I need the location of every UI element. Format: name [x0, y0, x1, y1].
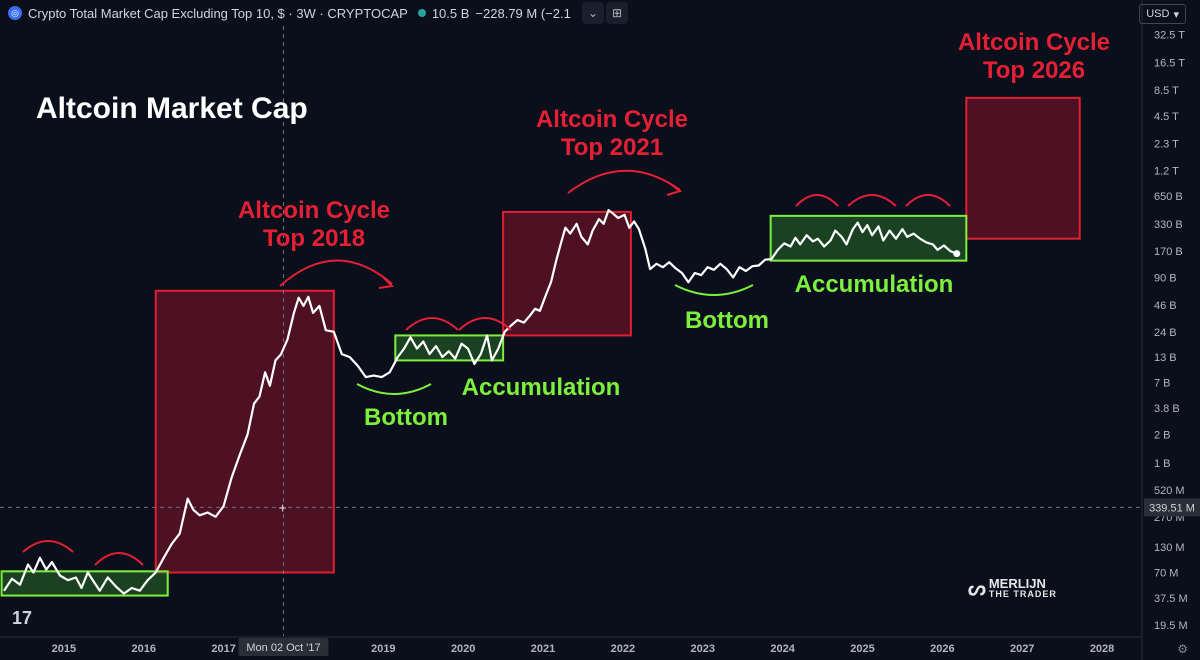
y-tick-label: 650 B: [1154, 191, 1183, 203]
x-tick-label: 2027: [1010, 643, 1034, 655]
cycle-top-zone: [154, 289, 335, 574]
y-tick-label: 70 M: [1154, 567, 1178, 579]
x-tick-label: 2015: [52, 643, 76, 655]
crosshair-date-label: Mon 02 Oct '17: [246, 642, 320, 654]
y-tick-label: 7 B: [1154, 378, 1171, 390]
bottom-arc: [356, 383, 432, 395]
accumulation-zone: [0, 570, 169, 597]
y-tick-label: 46 B: [1154, 300, 1177, 312]
y-tick-label: 32.5 T: [1154, 30, 1185, 42]
x-tick-label: 2019: [371, 643, 395, 655]
top-2026-label: Altcoin Cycle: [958, 29, 1110, 56]
chart-title: Altcoin Market Cap: [36, 92, 308, 125]
bottom-arc: [674, 284, 754, 296]
y-tick-label: 130 M: [1154, 542, 1185, 554]
symbol-title[interactable]: Crypto Total Market Cap Excluding Top 10…: [28, 5, 408, 21]
top-2021-label: Altcoin Cycle: [536, 106, 688, 133]
currency-selector[interactable]: USD ▾: [1139, 4, 1186, 24]
cycle-arc: [847, 194, 897, 207]
y-tick-label: 8.5 T: [1154, 85, 1179, 97]
crosshair-price-label: 339.51 M: [1149, 502, 1195, 514]
change-value: −228.79 M (−2.1: [475, 5, 571, 21]
x-tick-label: 2024: [770, 643, 795, 655]
y-tick-label: 19.5 M: [1154, 620, 1188, 632]
y-tick-label: 170 B: [1154, 246, 1183, 258]
accumulation-2019-label: Accumulation: [462, 374, 621, 401]
y-tick-label: 16.5 T: [1154, 58, 1185, 70]
indicators-grid-icon[interactable]: ⊞: [606, 2, 628, 24]
top-2018-label: Top 2018: [263, 225, 365, 252]
y-tick-label: 1 B: [1154, 458, 1171, 470]
y-tick-label: 520 M: [1154, 485, 1185, 497]
bottom-2018-label: Bottom: [364, 404, 448, 431]
x-tick-label: 2016: [132, 643, 156, 655]
y-tick-label: 330 B: [1154, 219, 1183, 231]
cycle-arc: [94, 552, 144, 566]
y-tick-label: 37.5 M: [1154, 593, 1188, 605]
cycle-arc: [22, 540, 74, 553]
chevron-down-icon: ▾: [1173, 8, 1179, 21]
x-tick-label: 2023: [691, 643, 715, 655]
tradingview-logo-icon[interactable]: 17: [12, 608, 33, 628]
y-tick-label: 90 B: [1154, 272, 1177, 284]
currency-label: USD: [1146, 8, 1170, 20]
arrowhead-icon: [378, 275, 395, 289]
cycle-arc: [905, 194, 951, 207]
market-status-icon: [417, 9, 426, 17]
last-price-dot: [953, 250, 961, 258]
chart-header: ◎ Crypto Total Market Cap Excluding Top …: [0, 0, 571, 26]
y-tick-label: 3.8 B: [1154, 403, 1180, 415]
watermark-line1: MERLIJN: [988, 576, 1046, 591]
y-tick-label: 4.5 T: [1154, 111, 1179, 123]
x-tick-label: 2025: [850, 643, 874, 655]
watermark-line2: THE TRADER: [988, 589, 1057, 599]
x-tick-label: 2017: [211, 643, 235, 655]
y-tick-label: 24 B: [1154, 327, 1177, 339]
cycle-top-zone: [965, 96, 1081, 240]
volume-value: 10.5 B: [431, 5, 470, 21]
gear-icon[interactable]: ⚙: [1177, 642, 1188, 656]
bottom-2022-label: Bottom: [685, 307, 769, 334]
top-2026-label: Top 2026: [983, 57, 1085, 84]
series-line: [3, 209, 958, 595]
arrowhead-icon: [666, 182, 683, 196]
collapse-icon[interactable]: ⌄: [582, 2, 604, 24]
price-axis-panel: [1142, 0, 1200, 660]
x-tick-label: 2021: [531, 643, 555, 655]
x-tick-label: 2022: [611, 643, 635, 655]
merlijn-logo-icon: ᔕ: [968, 578, 986, 600]
y-tick-label: 2.3 T: [1154, 139, 1179, 151]
x-tick-label: 2026: [930, 643, 954, 655]
y-tick-label: 1.2 T: [1154, 166, 1179, 178]
crosshair-price-box: [1144, 498, 1200, 517]
cycle-arc: [795, 194, 839, 207]
accumulation-zone: [769, 214, 968, 262]
cycle-arc: [458, 317, 512, 331]
cryptocap-logo-icon: ◎: [8, 6, 22, 20]
crosshair-date-box: [238, 638, 329, 656]
x-tick-label: 2020: [451, 643, 475, 655]
cycle-top-arrow: [567, 169, 681, 194]
x-tick-label: 2028: [1090, 643, 1114, 655]
top-2018-label: Altcoin Cycle: [238, 197, 390, 224]
y-tick-label: 13 B: [1154, 352, 1177, 364]
cycle-arc: [405, 317, 459, 331]
crosshair-cursor-icon: +: [279, 499, 287, 515]
cycle-top-arrow: [279, 259, 393, 287]
top-2021-label: Top 2021: [561, 134, 663, 161]
watermark: ᔕ MERLIJN THE TRADER: [968, 576, 1057, 601]
accumulation-2024-label: Accumulation: [795, 271, 954, 298]
y-tick-label: 2 B: [1154, 429, 1171, 441]
cycle-top-zone: [502, 210, 632, 337]
